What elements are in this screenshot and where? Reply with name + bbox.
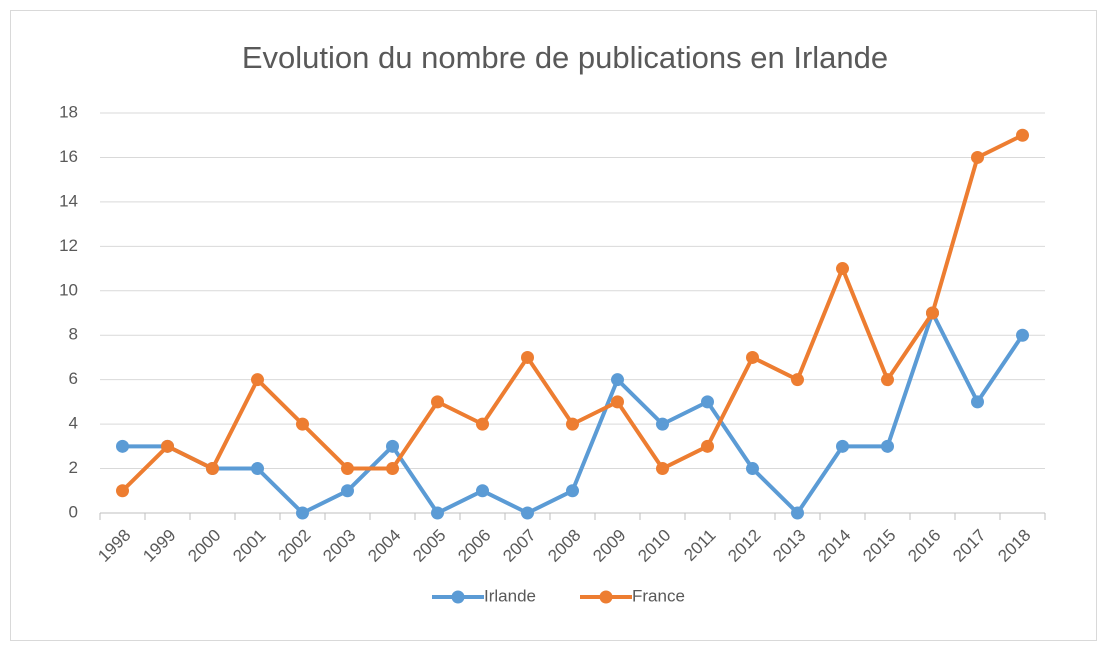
marker xyxy=(791,373,804,387)
marker xyxy=(611,373,624,387)
chart-frame xyxy=(10,10,1097,641)
marker xyxy=(116,439,129,453)
y-tick-label: 12 xyxy=(59,236,78,255)
y-tick-label: 16 xyxy=(59,147,78,166)
marker xyxy=(881,373,894,387)
y-tick-label: 8 xyxy=(69,325,78,344)
marker xyxy=(971,150,984,164)
marker xyxy=(476,484,489,498)
marker xyxy=(701,395,714,409)
marker xyxy=(836,262,849,276)
marker xyxy=(251,373,264,387)
marker xyxy=(521,350,534,364)
marker xyxy=(656,417,669,431)
marker xyxy=(611,395,624,409)
marker xyxy=(881,439,894,453)
legend-marker xyxy=(599,590,613,604)
marker xyxy=(566,417,579,431)
y-tick-label: 0 xyxy=(69,502,78,521)
y-tick-label: 2 xyxy=(69,458,78,477)
marker xyxy=(161,439,174,453)
marker xyxy=(251,462,264,476)
marker xyxy=(746,350,759,364)
marker xyxy=(566,484,579,498)
marker xyxy=(116,484,129,498)
marker xyxy=(1016,328,1029,342)
y-tick-label: 18 xyxy=(59,102,78,121)
marker xyxy=(431,395,444,409)
marker xyxy=(296,506,309,520)
marker xyxy=(341,484,354,498)
legend-label: France xyxy=(632,586,685,605)
marker xyxy=(386,439,399,453)
marker xyxy=(701,439,714,453)
marker xyxy=(971,395,984,409)
legend-label: Irlande xyxy=(484,586,536,605)
marker xyxy=(521,506,534,520)
legend-marker xyxy=(451,590,465,604)
marker xyxy=(791,506,804,520)
marker xyxy=(296,417,309,431)
marker xyxy=(926,306,939,320)
chart-title: Evolution du nombre de publications en I… xyxy=(242,40,888,75)
marker xyxy=(476,417,489,431)
marker xyxy=(1016,128,1029,142)
marker xyxy=(341,462,354,476)
marker xyxy=(746,462,759,476)
marker xyxy=(206,462,219,476)
marker xyxy=(386,462,399,476)
y-tick-label: 14 xyxy=(59,191,78,210)
marker xyxy=(836,439,849,453)
y-tick-label: 10 xyxy=(59,280,78,299)
y-tick-label: 6 xyxy=(69,369,78,388)
y-tick-label: 4 xyxy=(69,414,78,433)
marker xyxy=(656,462,669,476)
marker xyxy=(431,506,444,520)
